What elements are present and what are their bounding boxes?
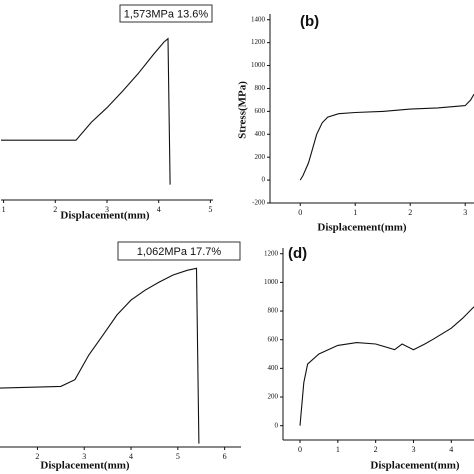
x-tick-label: 1 [2, 205, 6, 214]
y-tick-label: 400 [255, 130, 266, 138]
x-tick-label: 3 [105, 205, 109, 214]
data-line [0, 267, 200, 444]
x-tick-label: 3 [82, 452, 86, 461]
y-tick-label: -200 [252, 199, 265, 207]
x-tick-label: 2 [53, 205, 57, 214]
y-tick-label: 1200 [264, 249, 279, 257]
x-tick-label: 5 [208, 205, 212, 214]
data-line [299, 93, 474, 181]
y-tick-label: 0 [262, 176, 266, 184]
annotation-box [119, 4, 213, 23]
x-tick-label: 6 [223, 452, 227, 461]
y-tick-label: 200 [268, 393, 279, 401]
panel-label: (b) [300, 13, 319, 30]
y-axis-label: Stress(MPa) [237, 81, 249, 139]
x-tick-label: 1 [336, 445, 340, 454]
y-tick-label: 1000 [251, 61, 266, 69]
x-tick-label: 0 [298, 445, 302, 454]
x-axis-label: Displacement(mm) [317, 222, 407, 234]
data-line [1, 37, 171, 185]
x-axis-label: Displacement(mm) [40, 460, 130, 472]
x-axis-label: Displacement(mm) [370, 460, 460, 472]
x-tick-label: 1 [353, 208, 357, 217]
y-tick-label: 0 [275, 421, 279, 429]
annotation-box [117, 241, 241, 261]
data-line [299, 306, 474, 426]
y-tick-label: 200 [255, 153, 266, 161]
y-tick-label: 1200 [251, 38, 266, 46]
y-tick-label: 800 [268, 307, 279, 315]
x-tick-label: 5 [176, 452, 180, 461]
x-tick-label: 4 [129, 452, 133, 461]
x-tick-label: 3 [463, 208, 467, 217]
x-axis-label: Displacement(mm) [60, 210, 150, 222]
x-tick-label: 0 [298, 208, 302, 217]
panel-label: (d) [288, 245, 307, 262]
x-tick-label: 2 [408, 208, 412, 217]
annotation: 1,573MPa 13.6% [124, 8, 209, 20]
y-tick-label: 600 [268, 335, 279, 343]
y-tick-label: 1400 [251, 15, 266, 23]
x-tick-label: 2 [35, 452, 39, 461]
y-tick-label: 600 [255, 107, 266, 115]
annotation: 1,062MPa 17.7% [137, 246, 222, 258]
y-tick-label: 400 [268, 364, 279, 372]
x-tick-label: 2 [374, 445, 378, 454]
x-tick-label: 4 [157, 205, 161, 214]
y-tick-label: 800 [255, 84, 266, 92]
x-tick-label: 3 [411, 445, 415, 454]
x-tick-label: 4 [449, 445, 453, 454]
y-tick-label: 1000 [264, 278, 279, 286]
